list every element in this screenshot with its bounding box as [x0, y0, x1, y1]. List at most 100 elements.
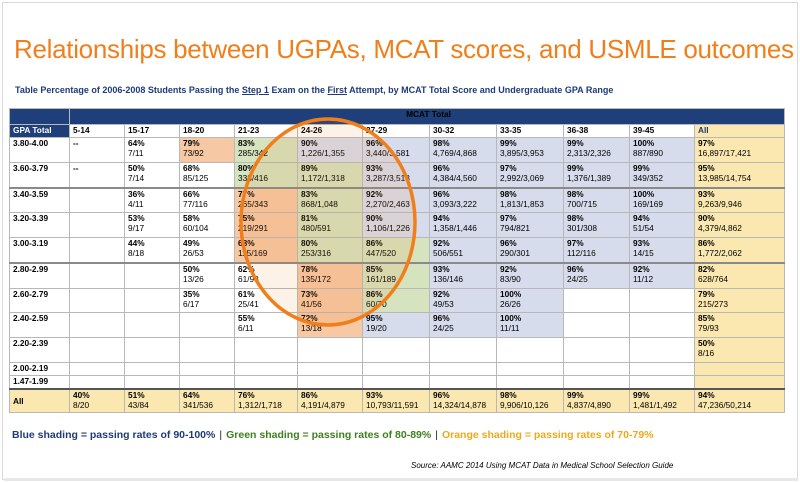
table-cell: 73% 41/56	[297, 287, 363, 314]
gpa-total-header: GPA Total	[9, 124, 70, 138]
table-cell: 61% 25/41	[234, 287, 298, 314]
gpa-range: 2.00-2.19	[9, 361, 70, 376]
source-note: Source: AAMC 2014 Using MCAT Data in Med…	[411, 461, 674, 470]
table-cell: 55% 6/11	[234, 312, 298, 339]
gpa-range: 2.40-2.59	[9, 312, 70, 339]
table-cell: 93% 3,287/3,518	[362, 161, 430, 189]
caption-first: First	[327, 85, 347, 95]
table-cell: 86% 447/520	[362, 237, 430, 264]
table-cell-all: 50% 8/16	[693, 337, 786, 363]
col-header: 36-38	[563, 124, 630, 138]
caption-step1: Step 1	[241, 85, 269, 95]
table-row: 2.20-2.39 50% 8/16	[9, 337, 786, 363]
table-row: 3.60-3.79 -- 50% 7/14 68% 85/125 80% 333/41…	[9, 161, 786, 189]
table-cell: 93% 136/146	[429, 261, 497, 289]
table-cell: 99% 2,313/2,326	[563, 137, 630, 163]
gpa-range: 1.47-1.99	[9, 374, 70, 390]
table-cell: 83% 285/342	[234, 137, 298, 163]
table-cell-empty	[563, 287, 630, 314]
pass-rate-table: MCAT Total GPA Total 5-14 15-17 18-20 21…	[9, 108, 786, 413]
table-cell-all: 79% 215/273	[693, 287, 786, 314]
table-cell: 80% 333/416	[234, 161, 298, 189]
table-cell-empty	[563, 312, 630, 339]
table-cell: 80% 253/316	[297, 237, 363, 264]
caption-text: Exam on the	[268, 85, 328, 95]
table-cell: 100% 26/26	[496, 287, 564, 314]
slide-title: Relationships between UGPAs, MCAT scores…	[14, 34, 794, 64]
table-cell: 78% 135/172	[297, 261, 363, 289]
gpa-range: 2.20-2.39	[9, 337, 70, 363]
table-cell-empty	[69, 212, 125, 239]
table-cell: 98% 4,769/4,868	[429, 137, 497, 163]
table-cell: 100% 169/169	[629, 186, 695, 214]
table-cell-empty	[124, 287, 180, 314]
table-cell: 89% 1,172/1,318	[297, 161, 363, 189]
table-cell: 92% 506/551	[429, 237, 497, 264]
table-cell: 79% 73/92	[179, 137, 235, 163]
gpa-range: 3.60-3.79	[9, 161, 70, 189]
table-cell-empty	[629, 287, 695, 314]
table-cell: 50% 13/26	[179, 261, 235, 289]
col-header: 15-17	[124, 124, 180, 138]
table-cell: 99% 349/352	[629, 161, 695, 189]
col-header-all: All	[693, 124, 786, 138]
table-cell: 94% 51/54	[629, 212, 695, 239]
table-cell-all: 85% 79/93	[693, 312, 786, 339]
table-cell: 92% 49/53	[429, 287, 497, 314]
legend-orange: Orange shading = passing rates of 70-79%	[441, 429, 654, 441]
gpa-range: 3.20-3.39	[9, 212, 70, 239]
table-cell: 51% 43/84	[124, 388, 180, 413]
table-cell: 99% 1,481/1,492	[629, 388, 695, 413]
col-header: 27-29	[362, 124, 430, 138]
table-cell: 93% 14/15	[629, 237, 695, 264]
mcat-total-header: MCAT Total	[68, 108, 786, 125]
table-cell: 98% 700/715	[563, 186, 630, 214]
table-cell: 96% 24/25	[563, 261, 630, 289]
gpa-range: 3.80-4.00	[9, 137, 70, 163]
table-cell-all: 93% 9,263/9,946	[693, 186, 786, 214]
table-cell-all: 82% 628/764	[693, 261, 786, 289]
table-cell-empty	[179, 312, 235, 339]
table-cell: 100% 11/11	[496, 312, 564, 339]
table-cell: 75% 219/291	[234, 212, 298, 239]
table-row: 1.47-1.99	[9, 374, 786, 390]
legend: Blue shading = passing rates of 90-100% |…	[12, 429, 654, 441]
table-row: 3.20-3.39 53% 9/17 58% 60/104 75% 219/291 8…	[9, 212, 786, 239]
table-cell: 64% 341/536	[179, 388, 235, 413]
table-cell-all: 97% 16,897/17,421	[693, 137, 786, 163]
gpa-range: 2.60-2.79	[9, 287, 70, 314]
table-row: 2.60-2.79 35% 6/17 61% 25/41 73% 41/56 86% 6…	[9, 287, 786, 314]
table-cell: 53% 9/17	[124, 212, 180, 239]
table-cell: 77% 265/343	[234, 186, 298, 214]
table-cell: 96% 24/25	[429, 312, 497, 339]
table-cell: 92% 2,270/2,463	[362, 186, 430, 214]
table-cell: 66% 77/116	[179, 186, 235, 214]
table-cell: 36% 4/11	[124, 186, 180, 214]
table-cell: 95% 19/20	[362, 312, 430, 339]
table-cell: 58% 60/104	[179, 212, 235, 239]
table-cell-empty	[124, 261, 180, 289]
table-cell: 64% 7/11	[124, 137, 180, 163]
legend-separator: |	[219, 429, 223, 441]
table-row: 3.40-3.59 36% 4/11 66% 77/116 77% 265/343 8…	[9, 186, 786, 214]
table-cell: 92% 11/12	[629, 261, 695, 289]
table-cell: 44% 8/18	[124, 237, 180, 264]
col-header: 18-20	[179, 124, 235, 138]
table-cell-all: 95% 13,985/14,754	[693, 161, 786, 189]
table-cell-all: 94% 47,236/50,214	[693, 388, 786, 413]
table-cell: 85% 161/189	[362, 261, 430, 289]
table-row: 3.00-3.19 44% 8/18 49% 26/53 68% 115/169 80…	[9, 237, 786, 264]
table-cell: 94% 1,358/1,446	[429, 212, 497, 239]
table-cell: 96% 14,324/14,878	[429, 388, 497, 413]
table-cell-empty	[69, 287, 125, 314]
legend-green: Green shading = passing rates of 80-89%	[226, 429, 432, 441]
table-cell: 97% 112/116	[563, 237, 630, 264]
col-header: 39-45	[629, 124, 695, 138]
table-cell-empty	[69, 312, 125, 339]
gpa-range: 3.00-3.19	[9, 237, 70, 264]
table-cell: 68% 85/125	[179, 161, 235, 189]
table-cell: 62% 61/98	[234, 261, 298, 289]
gpa-range: 2.80-2.99	[9, 261, 70, 289]
table-row: 2.40-2.59 55% 6/11 72% 13/18 95% 19/20 96% 2…	[9, 312, 786, 339]
table-cell: 99% 3,895/3,953	[496, 137, 564, 163]
